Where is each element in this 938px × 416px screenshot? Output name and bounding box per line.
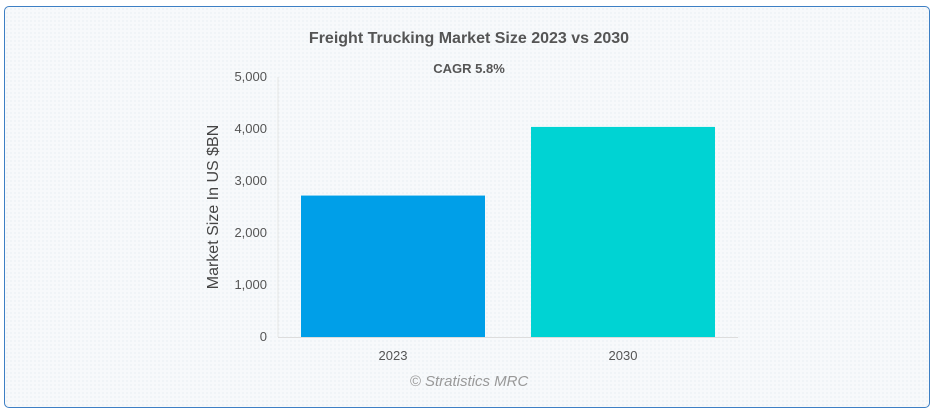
y-tick-label: 1,000 <box>234 277 267 292</box>
source-credit: © Stratistics MRC <box>409 373 529 390</box>
x-tick-label: 2030 <box>609 348 638 363</box>
chart-title: Freight Trucking Market Size 2023 vs 203… <box>308 30 630 47</box>
chart-subtitle: CAGR 5.8% <box>433 61 505 76</box>
y-tick-label: 3,000 <box>234 173 267 188</box>
y-tick-label: 2,000 <box>234 225 267 240</box>
bar-2030 <box>531 126 715 337</box>
y-tick-label: 4,000 <box>234 121 267 136</box>
y-tick-label: 0 <box>260 329 267 344</box>
y-tick-label: 5,000 <box>234 69 267 84</box>
x-tick-label: 2023 <box>379 348 408 363</box>
bar-2023 <box>301 195 485 337</box>
